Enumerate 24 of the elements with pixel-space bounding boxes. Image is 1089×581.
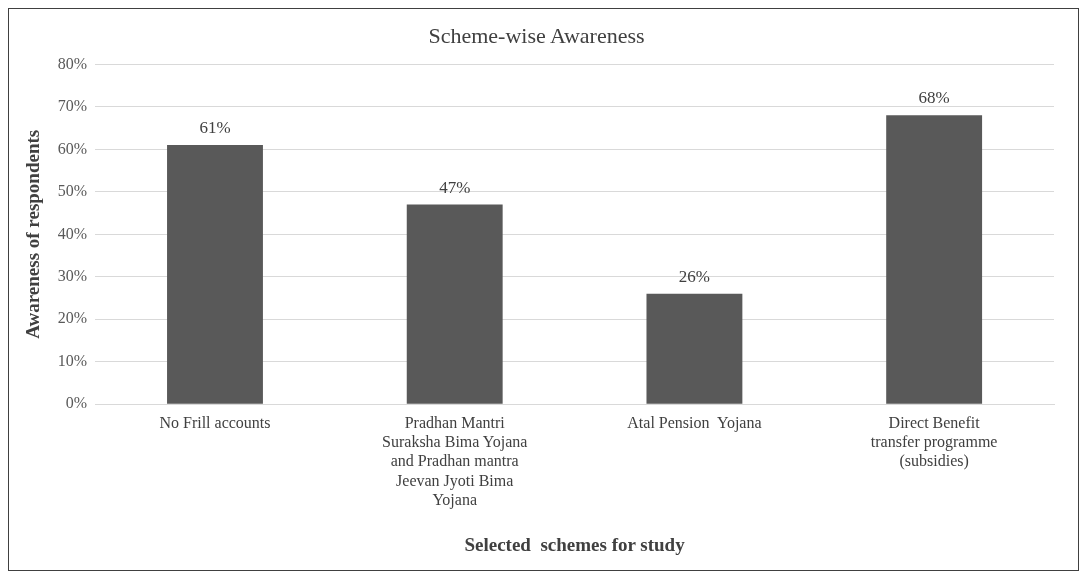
bar	[646, 293, 743, 404]
y-tick-label: 60%	[57, 139, 88, 157]
data-label: 68%	[918, 88, 950, 108]
bar	[886, 115, 983, 404]
x-tick-label: Pradhan Mantri Suraksha Bima Yojana and Pradhan mantra Jeevan Jyoti Bima Yojana	[382, 414, 528, 509]
y-tick-label: 80%	[57, 54, 88, 72]
x-tick-label: Atal Pension Yojana	[627, 414, 762, 432]
x-tick-label: No Frill accounts	[159, 414, 271, 431]
bar	[406, 204, 503, 404]
y-tick-label: 50%	[57, 182, 88, 200]
y-tick-label: 40%	[57, 224, 88, 242]
y-tick-label: 0%	[65, 394, 88, 412]
y-tick-label: 20%	[57, 309, 88, 327]
y-tick-label: 10%	[57, 351, 88, 369]
x-axis-title: Selected schemes for study	[464, 533, 686, 555]
y-axis-title: Awareness of respondents	[22, 129, 44, 339]
y-tick-label: 70%	[57, 97, 88, 115]
data-label: 47%	[439, 177, 471, 197]
data-label: 26%	[678, 266, 711, 286]
bar	[167, 145, 263, 404]
x-tick-label: Direct Benefit transfer programme (subsidies)	[870, 414, 998, 471]
y-tick-label: 30%	[57, 266, 88, 284]
data-label: 61%	[199, 118, 231, 138]
chart-title: Scheme-wise Awareness	[428, 22, 645, 48]
